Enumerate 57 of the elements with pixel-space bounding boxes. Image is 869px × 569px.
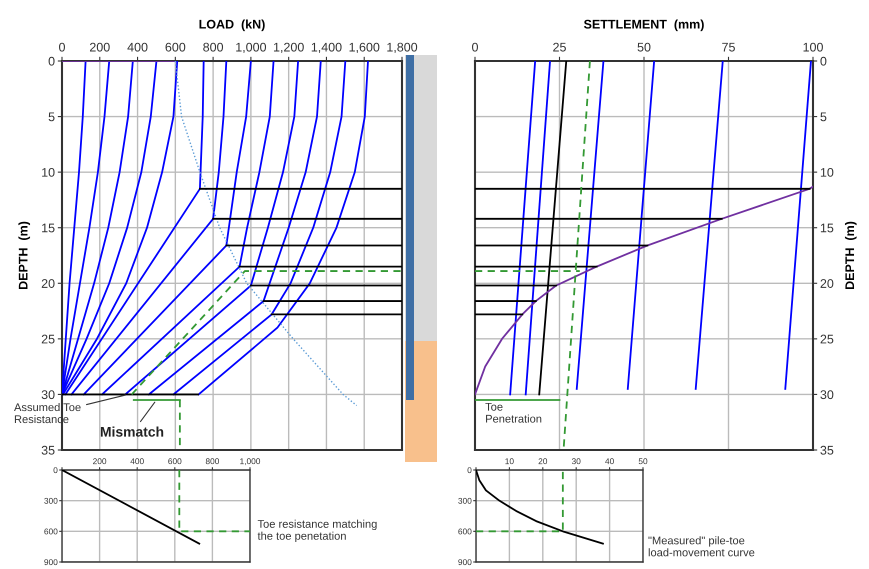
y-tick-label: 0 [54,467,58,474]
x-tick-label: 1,400 [312,42,342,54]
x-tick-label: 400 [127,42,148,52]
y-tick-label: 0 [468,467,472,474]
x-tick-label: 100 [804,42,823,52]
x-tick-label: 75 [722,42,735,52]
x-tick-label: 200 [90,42,110,52]
y-tick-label: 20 [42,279,55,288]
x-tick-label: 1,200 [274,42,304,54]
y-tick-label: 35 [42,446,55,455]
x-tick-label: 0 [472,42,478,52]
x-tick-label: 800 [206,458,220,464]
y-tick-label: 0 [48,56,55,66]
y-tick-label: 15 [42,224,55,232]
text: "Measured" pile-toe load-movement curve [648,536,754,556]
y-tick-label: 300 [44,498,58,504]
x-tick-label: 800 [203,42,224,52]
y-tick-label: 15 [820,224,834,232]
x-tick-label: 0 [59,42,65,52]
x-tick-label: 50 [638,458,648,464]
x-tick-label: 25 [553,42,566,52]
y-tick-label: 25 [42,334,55,344]
x-tick-label: 1,800 [387,42,418,54]
y-tick-label: 30 [42,390,55,400]
y-tick-label: 20 [820,279,834,288]
y-tick-label: 900 [458,559,472,566]
x-axis-title: SETTLEMENT (mm) [584,19,704,32]
x-tick-label: 600 [166,42,186,52]
y-tick-label: 25 [820,334,834,344]
y-tick-label: 900 [44,559,58,566]
y-tick-label: 600 [458,528,472,534]
x-tick-label: 50 [638,42,650,52]
y-tick-label: 30 [820,390,834,400]
y-tick-label: 10 [820,168,834,177]
text: Toe resistance matching the toe penetation [258,520,377,542]
x-tick-label: 1,000 [240,458,260,466]
x-tick-label: 20 [538,458,548,464]
y-axis-title: DEPTH (m) [844,222,857,290]
y-axis-title: DEPTH (m) [18,222,30,290]
y-tick-label: 5 [820,112,826,122]
x-tick-label: 400 [130,458,144,464]
x-tick-label: 1,000 [236,42,266,54]
x-tick-label: 200 [93,458,106,464]
y-tick-label: 300 [458,498,472,504]
x-tick-label: 30 [572,458,581,464]
annotation: Mismatch [100,426,164,437]
annotation: Toe Penetration [485,402,542,423]
y-tick-label: 600 [44,528,58,534]
y-tick-label: 35 [820,446,834,455]
x-tick-label: 1,600 [350,42,380,54]
x-axis-title: LOAD (kN) [200,19,265,32]
y-tick-label: 0 [820,56,826,66]
x-tick-label: 10 [505,458,514,464]
x-tick-label: 40 [605,458,614,464]
y-tick-label: 10 [42,168,55,177]
y-tick-label: 5 [48,112,55,122]
x-tick-label: 600 [168,458,182,464]
